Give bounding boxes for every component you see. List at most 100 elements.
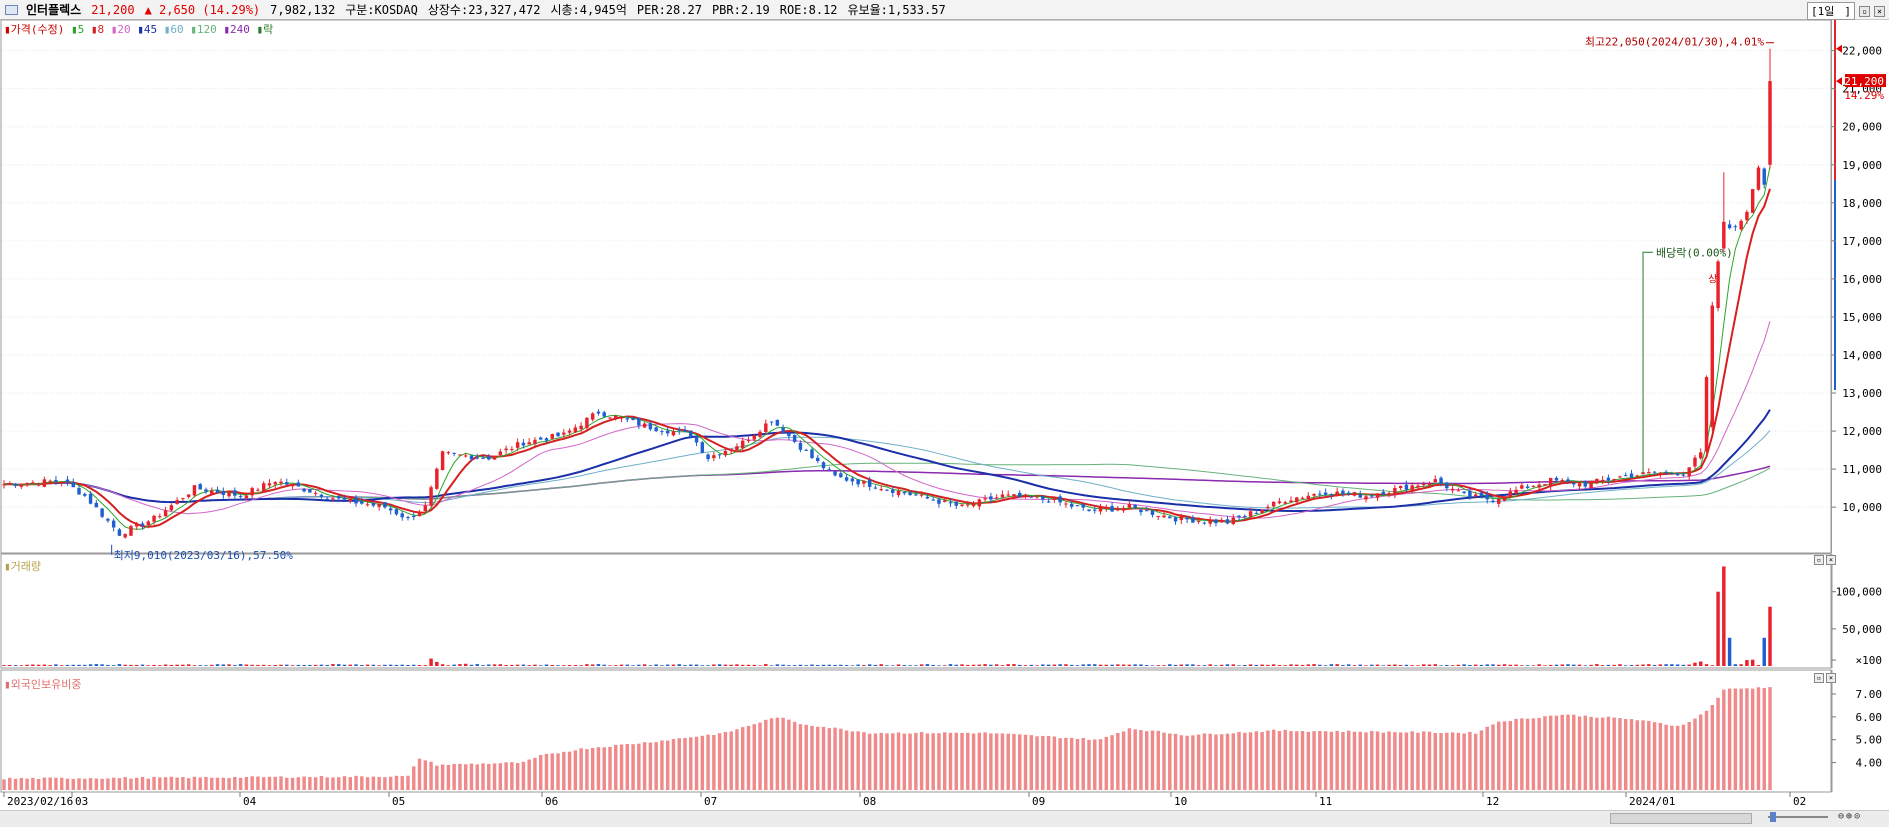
- volume-bar: [354, 664, 358, 666]
- foreign-bar: [1537, 717, 1541, 790]
- volume-bar: [948, 664, 953, 666]
- candle: [942, 498, 947, 503]
- foreign-bar: [966, 732, 970, 790]
- volume-bar: [787, 665, 791, 666]
- foreign-bar: [1358, 731, 1362, 790]
- foreign-bar: [1577, 716, 1582, 790]
- volume-bar: [602, 664, 606, 666]
- foreign-bar: [140, 776, 145, 790]
- candle: [723, 447, 728, 458]
- foreign-bar: [608, 746, 612, 790]
- ma60-line: [3, 429, 1771, 509]
- candle: [469, 455, 474, 462]
- volume-panel-buttons[interactable]: ▫ ×: [1814, 555, 1836, 565]
- x-tick-label: 08: [863, 795, 876, 808]
- volume-bar: [1375, 664, 1380, 666]
- volume-bar: [1058, 664, 1062, 666]
- foreign-bar: [83, 778, 87, 790]
- foreign-bar: [1266, 730, 1270, 790]
- volume-bar: [1335, 664, 1339, 666]
- candle: [388, 504, 393, 515]
- foreign-bar: [1081, 737, 1085, 790]
- volume-bar: [660, 665, 664, 666]
- volume-bar: [1462, 664, 1466, 666]
- foreign-bar: [1525, 718, 1530, 790]
- foreign-bar: [544, 753, 549, 790]
- volume-bar: [2, 665, 6, 666]
- foreign-bar: [902, 733, 907, 790]
- x-tick-label: 11: [1319, 795, 1332, 808]
- foreign-bar: [1000, 733, 1005, 790]
- foreign-bar: [54, 777, 58, 790]
- foreign-bar: [1041, 735, 1045, 790]
- candle: [1335, 487, 1339, 497]
- candle: [1768, 48, 1772, 169]
- foreign-bar: [400, 776, 404, 790]
- volume-bar: [1491, 664, 1495, 666]
- foreign-bar: [158, 777, 162, 790]
- candle: [625, 416, 630, 423]
- foreign-bar: [1664, 724, 1668, 790]
- price-legend-label: ▮가격(수정): [4, 23, 65, 36]
- volume-bar: [1606, 664, 1611, 666]
- foreign-bar: [723, 731, 728, 790]
- volume-bar: [850, 665, 855, 666]
- volume-bar: [106, 664, 110, 666]
- foreign-bar: [1352, 731, 1357, 790]
- zoom-slider[interactable]: [1768, 812, 1828, 822]
- candle: [1243, 514, 1247, 519]
- candle: [752, 434, 756, 442]
- volume-bar: [723, 664, 728, 666]
- candle: [1548, 477, 1553, 491]
- ma20-legend: ▮20: [110, 23, 131, 36]
- volume-bar: [654, 664, 658, 666]
- volume-bar: [833, 664, 837, 666]
- candle: [13, 483, 18, 488]
- candle: [1271, 501, 1276, 508]
- volume-bar: [1358, 664, 1362, 666]
- foreign-bar: [1762, 687, 1766, 790]
- foreign-bar: [244, 776, 249, 790]
- candle: [642, 421, 647, 428]
- candle: [631, 416, 635, 421]
- candle: [383, 502, 387, 509]
- candle: [504, 445, 508, 454]
- volume-bar: [360, 665, 364, 666]
- foreign-bar: [1468, 731, 1472, 790]
- candle: [1750, 188, 1755, 214]
- foreign-bar: [186, 778, 191, 790]
- candle: [1300, 496, 1305, 500]
- zoom-controls[interactable]: ⊖ ⊕ ⊙: [1838, 811, 1860, 822]
- bottom-toolbar: [0, 810, 1889, 827]
- horizontal-scrollbar[interactable]: [1610, 813, 1752, 824]
- candle: [250, 486, 254, 498]
- foreign-bar: [100, 778, 104, 790]
- foreign-bar: [717, 733, 722, 790]
- candle: [412, 512, 416, 521]
- candle: [1248, 507, 1253, 519]
- minimize-icon[interactable]: ▫: [1859, 5, 1870, 17]
- foreign-bar: [238, 777, 243, 790]
- foreign-bar: [1318, 731, 1322, 790]
- panel-menu-icon[interactable]: [5, 4, 18, 15]
- foreign-bar: [1271, 729, 1276, 790]
- foreign-panel-buttons[interactable]: ▫ ×: [1814, 673, 1836, 683]
- candle: [1410, 482, 1414, 494]
- foreign-bar: [250, 776, 254, 790]
- volume-bar: [192, 665, 197, 666]
- volume-bar: [1745, 660, 1749, 666]
- candle: [527, 438, 531, 445]
- volume-bar: [665, 664, 670, 666]
- foreign-bar: [1370, 730, 1374, 790]
- x-tick-label: 2024/01: [1629, 795, 1675, 808]
- candle: [717, 453, 722, 459]
- volume-bar: [579, 665, 583, 666]
- foreign-bar: [625, 743, 630, 790]
- close-icon[interactable]: ×: [1874, 5, 1885, 17]
- volume-bar: [1439, 665, 1443, 666]
- foreign-bar: [769, 718, 774, 790]
- volume-bar: [1387, 664, 1391, 666]
- foreign-bar: [885, 733, 889, 790]
- candle: [1658, 471, 1663, 478]
